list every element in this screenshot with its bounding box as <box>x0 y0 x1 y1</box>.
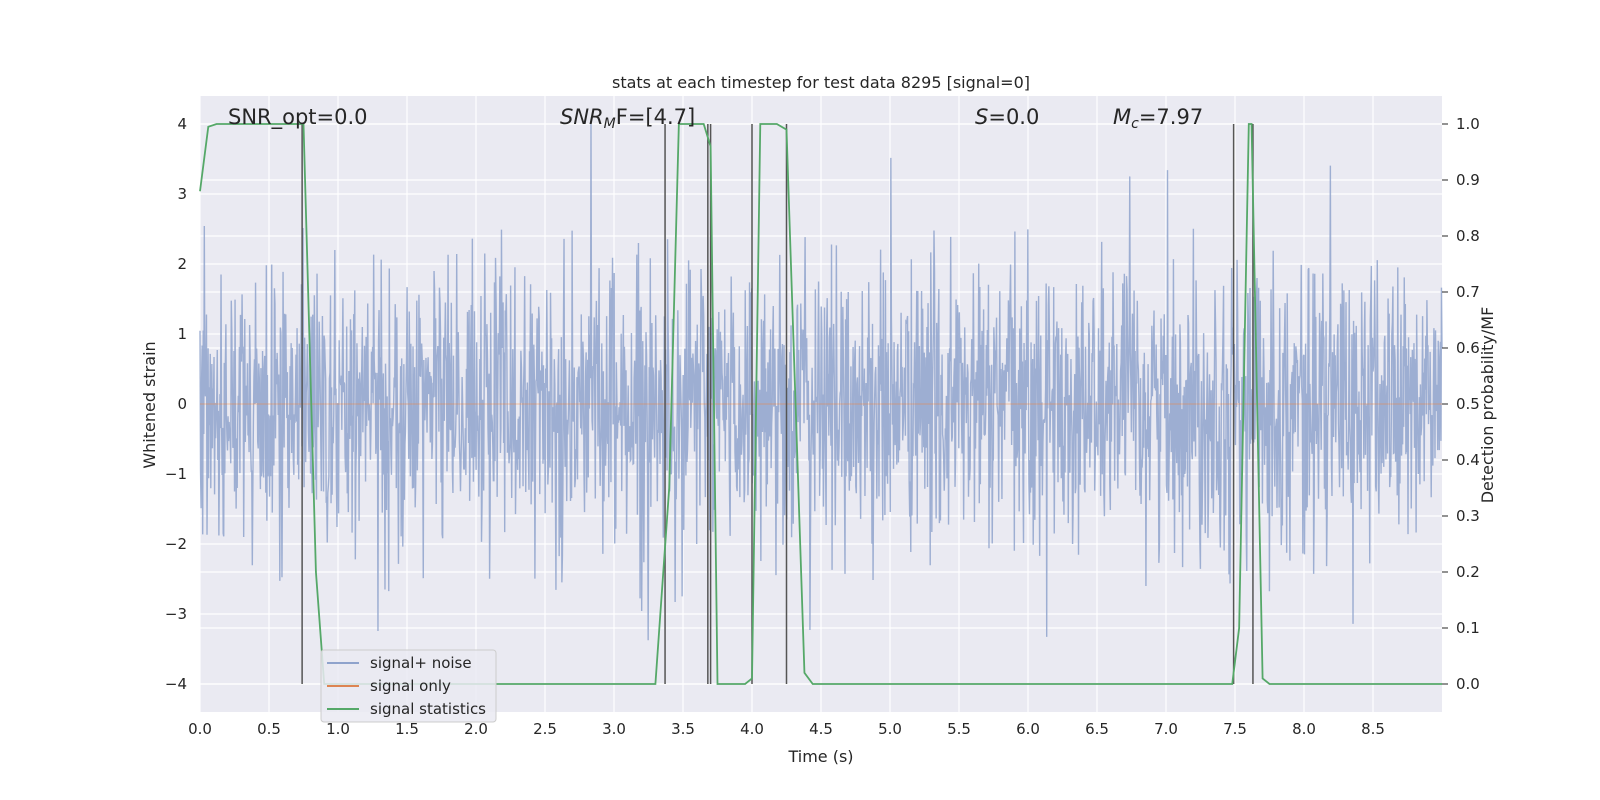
legend-label-signal-only: signal only <box>370 677 451 695</box>
noise-series <box>199 123 1443 641</box>
x-tick-label: 4.5 <box>809 720 833 738</box>
y-right-tick-label: 0.8 <box>1456 227 1480 245</box>
y-right-tick-label: 0.6 <box>1456 339 1480 357</box>
chart-title: stats at each timestep for test data 829… <box>612 73 1030 92</box>
legend-label-signal-noise: signal+ noise <box>370 654 472 672</box>
y-left-tick-label: 1 <box>177 325 187 343</box>
x-axis-label: Time (s) <box>787 747 853 766</box>
y-left-tick-label: −3 <box>165 605 187 623</box>
statistics-series <box>199 123 1442 685</box>
y-right-tick-label: 1.0 <box>1456 115 1480 133</box>
snr-mf-annotation: SNRMF=[4.7] <box>560 105 695 132</box>
y-right-tick-label: 0.0 <box>1456 675 1480 693</box>
y-right-tick-label: 0.7 <box>1456 283 1480 301</box>
y-left-axis-label: Whitened strain <box>140 341 159 468</box>
mc-base: M <box>1113 105 1131 129</box>
x-tick-label: 0.0 <box>188 720 212 738</box>
x-tick-label: 1.0 <box>326 720 350 738</box>
mc-sub: c <box>1131 116 1139 132</box>
y-left-axis-ticks: −4 −3 −2 −1 0 1 2 3 4 <box>165 115 187 693</box>
y-left-tick-label: −4 <box>165 675 187 693</box>
y-right-tick-label: 0.3 <box>1456 507 1480 525</box>
legend-label-signal-statistics: signal statistics <box>370 700 486 718</box>
mc-annotation: Mc=7.97 <box>1113 105 1203 132</box>
x-tick-label: 2.5 <box>533 720 557 738</box>
series-signal-statistics-line <box>199 123 1442 685</box>
x-tick-label: 4.0 <box>740 720 764 738</box>
s-rest: =0.0 <box>988 105 1039 129</box>
series-signal-noise-line <box>199 123 1443 641</box>
y-right-axis-label: Detection probability/MF <box>1478 307 1497 504</box>
x-tick-label: 6.5 <box>1085 720 1109 738</box>
snr-mf-sub: M <box>604 116 616 132</box>
x-tick-label: 8.0 <box>1292 720 1316 738</box>
y-right-tick-label: 0.9 <box>1456 171 1480 189</box>
y-right-tick-label: 0.2 <box>1456 563 1480 581</box>
y-right-tick-label: 0.5 <box>1456 395 1480 413</box>
x-tick-label: 7.5 <box>1223 720 1247 738</box>
y-left-tick-label: 3 <box>177 185 187 203</box>
x-tick-label: 7.0 <box>1154 720 1178 738</box>
y-left-tick-label: 0 <box>177 395 187 413</box>
snr-opt-annotation: SNR_opt=0.0 <box>228 105 368 130</box>
legend: signal+ noise signal only signal statist… <box>320 649 497 723</box>
snr-mf-rest: F=[4.7] <box>616 105 695 129</box>
x-tick-label: 8.5 <box>1361 720 1385 738</box>
vertical-markers <box>301 124 1254 684</box>
y-left-tick-label: −2 <box>165 535 187 553</box>
x-tick-label: 5.0 <box>878 720 902 738</box>
y-right-axis-ticks: 0.0 0.1 0.2 0.3 0.4 0.5 0.6 0.7 0.8 0.9 1.0 <box>1442 115 1480 693</box>
x-tick-label: 5.5 <box>947 720 971 738</box>
x-tick-label: 3.5 <box>671 720 695 738</box>
s-base: S <box>975 105 988 129</box>
legend-box <box>320 649 497 723</box>
x-axis-ticks: 0.0 0.5 1.0 1.5 2.0 2.5 3.0 3.5 4.0 4.5 5.0 5.5 6.0 6… <box>188 720 1385 738</box>
y-left-tick-label: 4 <box>177 115 187 133</box>
y-right-tick-label: 0.4 <box>1456 451 1480 469</box>
x-tick-label: 3.0 <box>602 720 626 738</box>
x-tick-label: 2.0 <box>464 720 488 738</box>
y-left-tick-label: 2 <box>177 255 187 273</box>
x-tick-label: 6.0 <box>1016 720 1040 738</box>
x-tick-label: 0.5 <box>257 720 281 738</box>
y-left-tick-label: −1 <box>165 465 187 483</box>
y-right-tick-label: 0.1 <box>1456 619 1480 637</box>
x-tick-label: 1.5 <box>395 720 419 738</box>
snr-mf-base: SNR <box>560 105 604 129</box>
mc-rest: =7.97 <box>1139 105 1203 129</box>
s-annotation: S=0.0 <box>975 105 1039 129</box>
